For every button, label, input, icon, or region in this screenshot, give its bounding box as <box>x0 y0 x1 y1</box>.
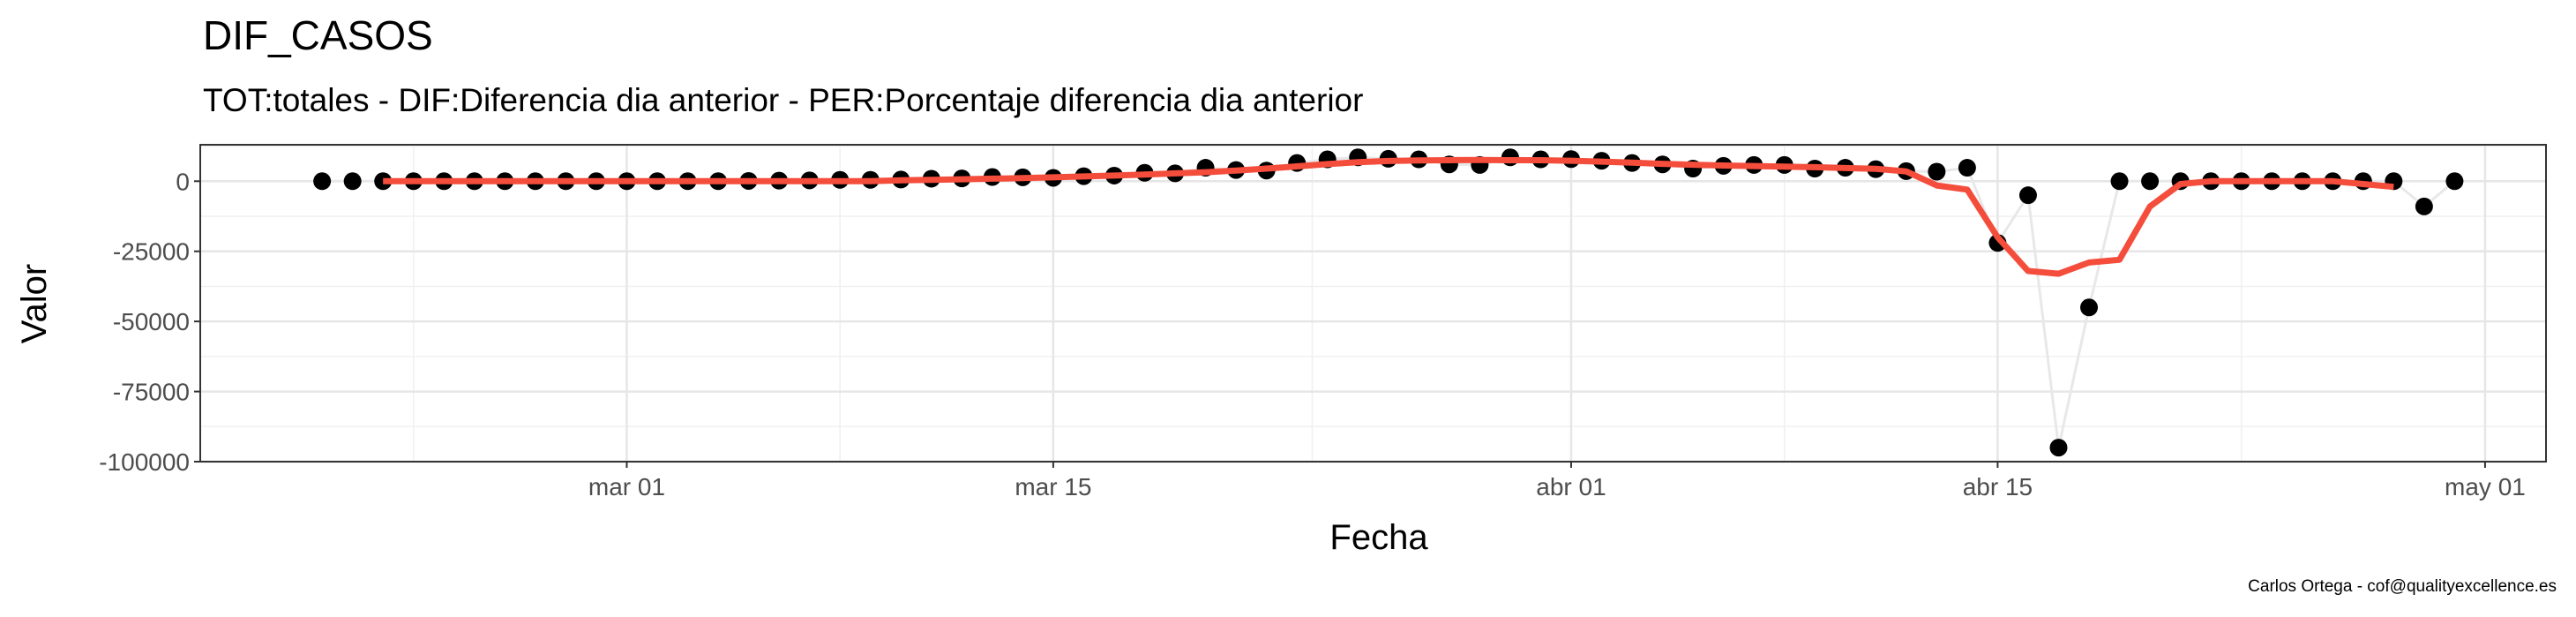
x-tick-label: mar 15 <box>1015 473 1091 500</box>
chart-subtitle: TOT:totales - DIF:Diferencia dia anterio… <box>203 82 1363 118</box>
point <box>1928 162 1946 181</box>
y-tick-label: 0 <box>176 168 190 195</box>
y-tick-label: -75000 <box>113 379 190 406</box>
y-tick-label: -100000 <box>99 448 190 476</box>
point <box>2018 186 2037 205</box>
point <box>2141 172 2160 191</box>
point <box>2110 172 2129 191</box>
rolling-line <box>383 156 2394 277</box>
plot-border <box>199 144 2547 463</box>
point <box>1958 159 1976 177</box>
point <box>2049 439 2068 457</box>
x-axis-title: Fecha <box>1329 518 1428 557</box>
point <box>2445 172 2464 191</box>
x-tick-label: abr 15 <box>1963 473 2033 500</box>
caption: Carlos Ortega - cof@qualityexcellence.es <box>2248 577 2557 596</box>
point <box>2415 197 2433 215</box>
y-tick-label: -25000 <box>113 238 190 266</box>
point <box>2080 298 2099 317</box>
y-tick-label: -50000 <box>113 308 190 335</box>
x-tick-label: abr 01 <box>1536 473 1606 500</box>
point <box>313 172 332 191</box>
point <box>343 172 362 191</box>
plot-panel <box>200 145 2546 462</box>
point <box>374 172 393 191</box>
chart-title: DIF_CASOS <box>203 12 433 58</box>
y-axis-title: Valor <box>15 264 54 343</box>
x-tick-label: mar 01 <box>588 473 665 500</box>
x-tick-label: may 01 <box>2445 473 2526 500</box>
